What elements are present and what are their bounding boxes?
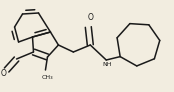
- Text: CH₃: CH₃: [42, 75, 53, 80]
- Text: O: O: [87, 13, 93, 22]
- Text: NH: NH: [102, 62, 112, 67]
- Text: O: O: [1, 69, 7, 78]
